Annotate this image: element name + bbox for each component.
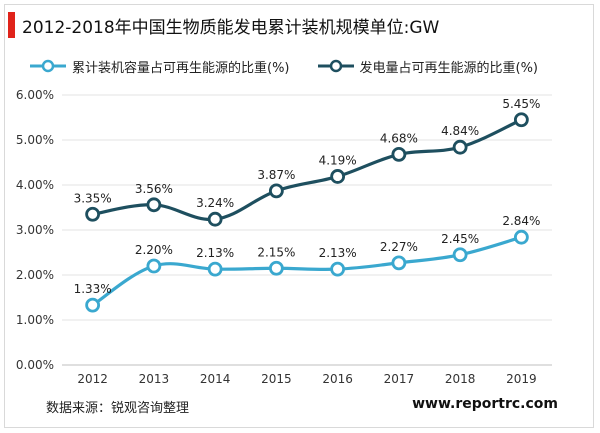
y-tick-label: 2.00%	[16, 268, 54, 282]
y-tick-label: 0.00%	[16, 358, 54, 372]
data-point-series-2	[452, 139, 468, 155]
y-tick-label: 1.00%	[16, 313, 54, 327]
data-label-series-2: 3.24%	[196, 196, 234, 210]
data-label-series-2: 5.45%	[502, 97, 540, 111]
data-point-series-2	[207, 211, 223, 227]
data-point-series-1	[330, 261, 346, 277]
data-point-series-1	[207, 261, 223, 277]
data-point-series-1	[391, 255, 407, 271]
data-point-series-2	[391, 146, 407, 162]
data-point-series-2	[146, 197, 162, 213]
data-label-series-2: 4.84%	[441, 124, 479, 138]
data-point-series-1	[268, 260, 284, 276]
x-tick-label: 2015	[261, 372, 292, 386]
data-label-series-1: 2.15%	[257, 245, 295, 259]
legend-swatch-series-1	[30, 59, 66, 73]
x-tick-label: 2018	[445, 372, 476, 386]
data-point-series-1	[146, 258, 162, 274]
data-point-series-2	[513, 112, 529, 128]
website-url: www.reportrc.com	[412, 396, 558, 412]
data-source: 数据来源：锐观咨询整理	[46, 401, 190, 416]
data-label-series-2: 4.68%	[380, 131, 418, 145]
data-label-series-1: 2.84%	[502, 214, 540, 228]
data-label-series-1: 1.33%	[74, 282, 112, 296]
y-tick-label: 6.00%	[16, 88, 54, 102]
data-label-series-1: 2.13%	[319, 246, 357, 260]
x-tick-label: 2016	[322, 372, 353, 386]
data-label-series-1: 2.20%	[135, 243, 173, 257]
x-tick-label: 2014	[200, 372, 231, 386]
data-point-series-2	[330, 169, 346, 184]
data-label-series-1: 2.27%	[380, 240, 418, 254]
chart-title: 2012-2018年中国生物质能发电累计装机规模单位:GW	[22, 18, 440, 38]
data-label-series-2: 3.35%	[74, 191, 112, 205]
legend-swatch-series-2	[317, 59, 354, 73]
data-point-series-2	[85, 206, 101, 222]
title-accent-bar	[8, 12, 15, 38]
legend-label-series-1: 累计装机容量占可再生能源的比重(%)	[72, 60, 290, 76]
chart-frame	[4, 4, 594, 428]
data-point-series-1	[513, 229, 529, 245]
y-tick-label: 5.00%	[16, 133, 54, 147]
y-tick-label: 3.00%	[16, 223, 54, 237]
data-label-series-2: 3.56%	[135, 182, 173, 196]
data-label-series-2: 4.19%	[319, 153, 357, 167]
x-tick-label: 2019	[506, 372, 537, 386]
data-label-series-1: 2.45%	[441, 232, 479, 246]
x-tick-label: 2013	[139, 372, 170, 386]
data-point-series-1	[452, 247, 468, 263]
legend-item-series-1: 累计装机容量占可再生能源的比重(%)	[30, 57, 290, 76]
y-tick-label: 4.00%	[16, 178, 54, 192]
data-label-series-2: 3.87%	[257, 168, 295, 182]
data-point-series-2	[268, 183, 284, 199]
x-tick-label: 2012	[77, 372, 108, 386]
data-point-series-1	[85, 297, 101, 313]
legend-item-series-2: 发电量占可再生能源的比重(%)	[317, 57, 539, 76]
legend-label-series-2: 发电量占可再生能源的比重(%)	[359, 60, 539, 76]
x-tick-label: 2017	[384, 372, 415, 386]
data-label-series-1: 2.13%	[196, 246, 234, 260]
legend: 累计装机容量占可再生能源的比重(%) 发电量占可再生能源的比重(%)	[30, 56, 566, 76]
